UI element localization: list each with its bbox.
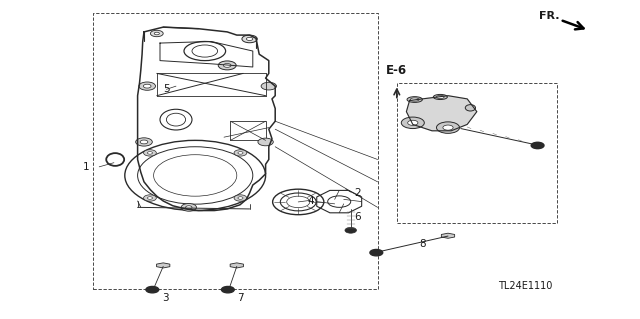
Circle shape: [150, 30, 163, 37]
Ellipse shape: [410, 98, 419, 101]
Text: 2: 2: [354, 188, 360, 198]
Ellipse shape: [436, 95, 444, 99]
Circle shape: [223, 63, 231, 67]
Circle shape: [261, 82, 276, 90]
Polygon shape: [406, 96, 477, 131]
Text: 5: 5: [163, 84, 170, 94]
Circle shape: [146, 286, 159, 293]
Circle shape: [234, 195, 247, 201]
Circle shape: [154, 32, 159, 35]
Polygon shape: [230, 263, 243, 268]
Text: 8: 8: [419, 239, 426, 249]
Circle shape: [139, 82, 156, 90]
Circle shape: [436, 122, 460, 133]
Text: 7: 7: [237, 293, 243, 303]
Text: FR.: FR.: [540, 11, 560, 21]
Ellipse shape: [407, 97, 422, 102]
Text: TL24E1110: TL24E1110: [498, 280, 552, 291]
Circle shape: [186, 206, 192, 209]
Circle shape: [140, 140, 148, 144]
Circle shape: [143, 195, 156, 201]
Circle shape: [258, 138, 273, 146]
Polygon shape: [157, 263, 170, 268]
Circle shape: [221, 286, 234, 293]
Circle shape: [234, 150, 247, 156]
Ellipse shape: [465, 105, 476, 111]
Text: E-6: E-6: [386, 64, 408, 77]
Circle shape: [136, 138, 152, 146]
Text: 3: 3: [162, 293, 168, 303]
Circle shape: [242, 35, 257, 43]
Circle shape: [443, 125, 453, 130]
Circle shape: [345, 227, 356, 233]
Circle shape: [143, 84, 151, 88]
Text: 4: 4: [307, 196, 314, 206]
Circle shape: [143, 150, 156, 156]
Circle shape: [218, 61, 236, 70]
Polygon shape: [442, 233, 454, 238]
Circle shape: [401, 117, 424, 129]
Circle shape: [147, 152, 152, 154]
Circle shape: [147, 197, 152, 199]
Circle shape: [181, 204, 196, 211]
Circle shape: [370, 249, 383, 256]
Circle shape: [246, 37, 253, 41]
Ellipse shape: [433, 94, 447, 100]
Circle shape: [531, 142, 544, 149]
Circle shape: [238, 197, 243, 199]
Text: 1: 1: [83, 162, 90, 173]
Circle shape: [408, 120, 418, 125]
Text: 6: 6: [354, 212, 360, 222]
Circle shape: [238, 152, 243, 154]
